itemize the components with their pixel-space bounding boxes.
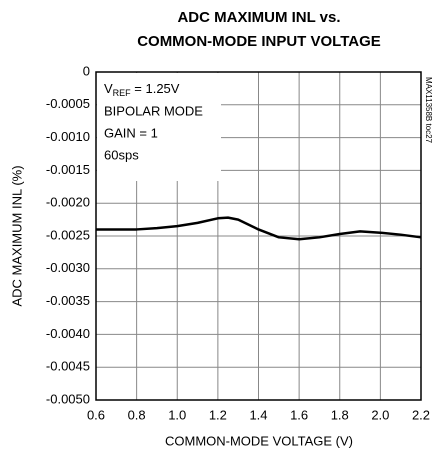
x-tick-label: 1.4	[249, 407, 267, 422]
annotation-part: V	[104, 81, 113, 96]
plot-frame	[95, 71, 422, 401]
chart-title: COMMON-MODE INPUT VOLTAGE	[137, 33, 381, 50]
x-axis-label: COMMON-MODE VOLTAGE (V)	[165, 433, 353, 448]
y-tick-label: -0.0010	[46, 129, 90, 144]
figure-id: MAX11358B toc27	[424, 77, 433, 144]
annotation: GAIN = 1	[104, 125, 158, 140]
y-tick-label: -0.0035	[46, 293, 90, 308]
annotation-part: = 1.25V	[131, 81, 180, 96]
x-tick-label: 1.8	[331, 407, 349, 422]
annotation-box	[97, 73, 221, 181]
x-tick-label: 1.6	[290, 407, 308, 422]
x-tick-label: 2.2	[412, 407, 430, 422]
annotation: VREF = 1.25V	[104, 81, 180, 98]
x-tick-label: 1.0	[168, 407, 186, 422]
annotation: 60sps	[104, 147, 139, 162]
y-axis-label: ADC MAXIMUM INL (%)	[9, 165, 24, 306]
annotation-sub: REF	[113, 88, 132, 98]
data-line	[96, 216, 422, 241]
y-tick-label: -0.0030	[46, 260, 90, 275]
annotation: BIPOLAR MODE	[104, 103, 203, 118]
y-tick-label: -0.0050	[46, 391, 90, 406]
y-tick-label: -0.0025	[46, 227, 90, 242]
y-tick-label: -0.0040	[46, 326, 90, 341]
x-tick-label: 2.0	[371, 407, 389, 422]
y-tick-label: -0.0020	[46, 195, 90, 210]
y-tick-label: -0.0005	[46, 96, 90, 111]
x-tick-label: 0.6	[87, 407, 105, 422]
y-tick-label: 0	[83, 63, 90, 78]
y-tick-label: -0.0015	[46, 162, 90, 177]
x-tick-label: 0.8	[128, 407, 146, 422]
chart-title: ADC MAXIMUM INL vs.	[177, 9, 340, 26]
y-tick-label: -0.0045	[46, 359, 90, 374]
x-tick-label: 1.2	[209, 407, 227, 422]
